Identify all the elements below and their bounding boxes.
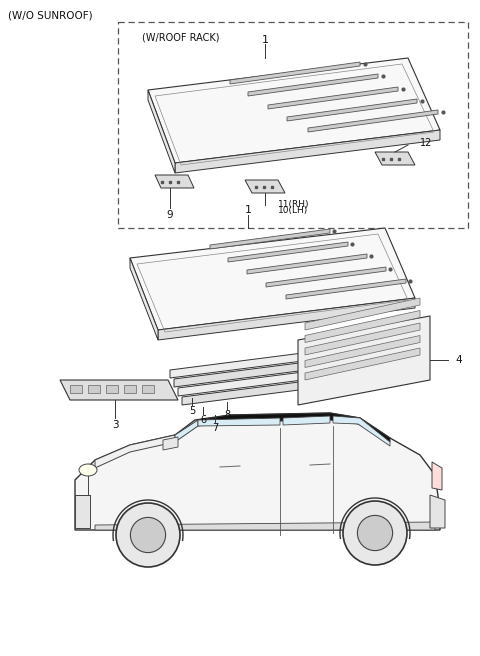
Polygon shape (158, 298, 415, 340)
Polygon shape (175, 420, 198, 442)
Polygon shape (305, 323, 420, 355)
Polygon shape (106, 385, 118, 393)
Polygon shape (430, 495, 445, 528)
Text: 8: 8 (224, 410, 230, 420)
Polygon shape (95, 435, 175, 468)
Circle shape (131, 518, 166, 552)
Text: 4: 4 (455, 355, 462, 365)
Text: 11(RH): 11(RH) (278, 199, 310, 209)
Bar (118, 22, 468, 228)
Polygon shape (210, 229, 330, 249)
Polygon shape (228, 242, 348, 262)
Circle shape (116, 503, 180, 567)
Polygon shape (333, 416, 390, 446)
Text: 1: 1 (244, 205, 252, 215)
Polygon shape (230, 62, 360, 84)
Text: (W/O SUNROOF): (W/O SUNROOF) (8, 10, 93, 20)
Polygon shape (286, 279, 406, 299)
Polygon shape (287, 99, 417, 121)
Text: 1: 1 (262, 35, 268, 45)
Polygon shape (247, 254, 367, 274)
Polygon shape (60, 380, 178, 400)
Ellipse shape (79, 464, 97, 476)
Polygon shape (197, 413, 390, 442)
Polygon shape (308, 110, 438, 132)
Polygon shape (88, 385, 100, 393)
Polygon shape (432, 462, 442, 490)
Polygon shape (305, 335, 420, 367)
Polygon shape (305, 310, 420, 342)
Text: (W/ROOF RACK): (W/ROOF RACK) (142, 32, 219, 42)
Polygon shape (174, 354, 369, 387)
Text: 3: 3 (112, 420, 118, 430)
Polygon shape (248, 74, 378, 96)
Polygon shape (170, 345, 365, 378)
Polygon shape (155, 175, 194, 188)
Polygon shape (198, 418, 280, 426)
Polygon shape (175, 130, 440, 173)
Polygon shape (266, 267, 386, 287)
Polygon shape (124, 385, 136, 393)
Polygon shape (182, 372, 377, 405)
Polygon shape (130, 228, 415, 330)
Polygon shape (163, 437, 178, 450)
Polygon shape (70, 385, 82, 393)
Polygon shape (283, 416, 330, 425)
Polygon shape (305, 348, 420, 380)
Polygon shape (298, 316, 430, 405)
Text: 12: 12 (420, 138, 432, 148)
Text: 10(LH): 10(LH) (278, 207, 308, 216)
Text: 9: 9 (167, 210, 173, 220)
Polygon shape (130, 258, 158, 340)
Polygon shape (142, 385, 154, 393)
Text: 7: 7 (212, 423, 218, 433)
Circle shape (343, 501, 407, 565)
Polygon shape (178, 363, 373, 396)
Polygon shape (268, 87, 398, 109)
Text: 6: 6 (200, 415, 206, 425)
Polygon shape (305, 298, 420, 330)
Polygon shape (75, 413, 440, 530)
Text: 5: 5 (189, 406, 195, 416)
Polygon shape (375, 152, 415, 165)
Circle shape (358, 516, 393, 550)
Polygon shape (75, 495, 90, 528)
Polygon shape (148, 58, 440, 163)
Polygon shape (148, 90, 175, 173)
Polygon shape (245, 180, 285, 193)
Polygon shape (95, 522, 435, 530)
